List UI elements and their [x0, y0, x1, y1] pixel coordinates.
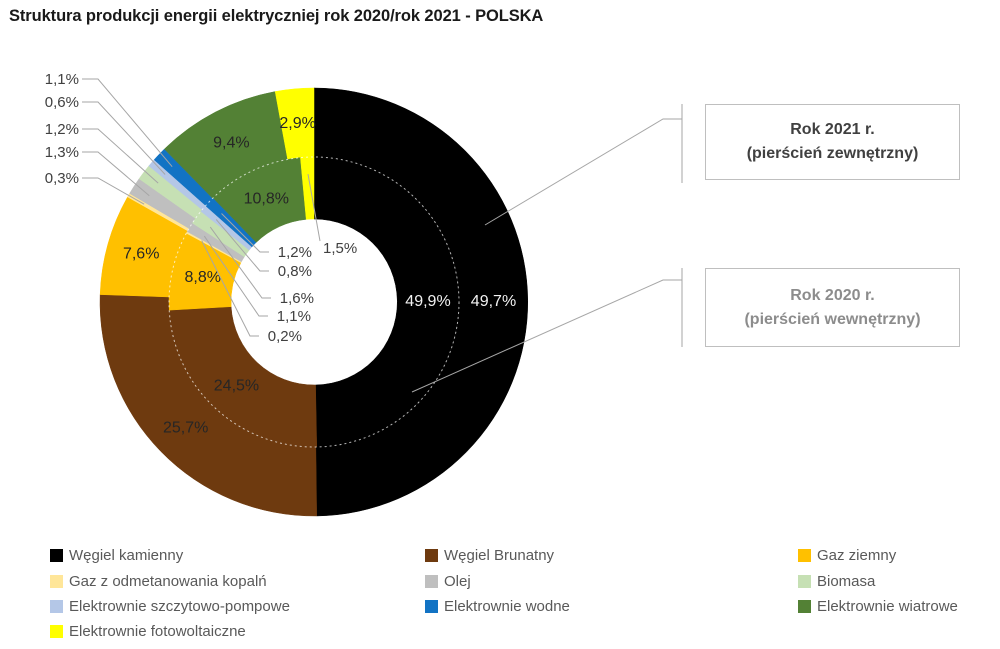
- callout-leader-2020: [411, 279, 682, 393]
- elektrownie-szczytowo-pompowe-swatch-icon: [50, 599, 63, 613]
- label-2020-biomasa: 1,6%: [280, 290, 314, 307]
- legend-item-elektrownie-fotowoltaiczne: Elektrownie fotowoltaiczne: [50, 622, 246, 640]
- olej-swatch-icon: [425, 574, 438, 588]
- callout-box-inner-ring: Rok 2020 r. (pierścień wewnętrzny): [705, 268, 960, 347]
- label-2020-gaz-z-odmetanowania-kopaln: 0,2%: [268, 328, 302, 345]
- legend-label-biomasa: Biomasa: [817, 572, 876, 590]
- label-2020-elektrownie-wodne: 1,2%: [278, 244, 312, 261]
- label-2021-gaz-ziemny: 7,6%: [123, 245, 159, 262]
- label-2021-elektrownie-wiatrowe: 9,4%: [213, 135, 249, 152]
- wegiel-kamienny-swatch-icon: [50, 548, 63, 562]
- label-2020-wegiel-brunatny: 24,5%: [214, 378, 259, 395]
- leader-2020-gaz-z-odmetanowania-kopaln: [201, 240, 259, 337]
- label-2021-wegiel-kamienny: 49,7%: [471, 293, 516, 310]
- gaz-ziemny-swatch-icon: [798, 548, 811, 562]
- label-2020-gaz-ziemny: 8,8%: [184, 269, 220, 286]
- label-2021-elektrownie-szczytowo-pompowe: 0,6%: [45, 94, 79, 111]
- label-2020-elektrownie-fotowoltaiczne: 1,5%: [323, 240, 357, 257]
- legend-item-gaz-z-odmetanowania-kopaln: Gaz z odmetanowania kopalń: [50, 572, 267, 590]
- label-2021-elektrownie-wodne: 1,1%: [45, 71, 79, 88]
- label-2021-biomasa: 1,2%: [45, 121, 79, 138]
- legend-label-gaz-z-odmetanowania-kopaln: Gaz z odmetanowania kopalń: [69, 572, 267, 590]
- callout-outer-line2: (pierścień zewnętrzny): [746, 145, 919, 162]
- label-2021-elektrownie-fotowoltaiczne: 2,9%: [279, 115, 315, 132]
- legend-label-elektrownie-wiatrowe: Elektrownie wiatrowe: [817, 597, 958, 615]
- leader-2020-elektrownie-fotowoltaiczne: [307, 174, 321, 242]
- legend-label-wegiel-kamienny: Węgiel kamienny: [69, 546, 184, 564]
- leader-2021-gaz-z-odmetanowania-kopaln: [82, 177, 145, 205]
- callout-box-outer-ring: Rok 2021 r. (pierścień zewnętrzny): [705, 104, 960, 180]
- wegiel-brunatny-swatch-icon: [425, 548, 438, 562]
- label-2020-elektrownie-wiatrowe: 10,8%: [244, 190, 289, 207]
- leader-2021-biomasa: [82, 128, 159, 184]
- legend-item-elektrownie-wiatrowe: Elektrownie wiatrowe: [798, 597, 958, 615]
- legend-label-gaz-ziemny: Gaz ziemny: [817, 546, 897, 564]
- label-2020-olej: 1,1%: [277, 308, 311, 325]
- legend-item-elektrownie-szczytowo-pompowe: Elektrownie szczytowo-pompowe: [50, 597, 290, 615]
- leader-2020-elektrownie-szczytowo-pompowe: [215, 219, 269, 272]
- legend-item-olej: Olej: [425, 572, 471, 590]
- elektrownie-wiatrowe-swatch-icon: [798, 599, 811, 613]
- leader-2020-elektrownie-wodne: [221, 213, 269, 253]
- leader-2021-olej: [82, 151, 150, 197]
- legend-item-biomasa: Biomasa: [798, 572, 875, 590]
- ring-separator: [168, 156, 460, 448]
- legend-label-elektrownie-szczytowo-pompowe: Elektrownie szczytowo-pompowe: [69, 597, 290, 615]
- legend-item-gaz-ziemny: Gaz ziemny: [798, 546, 896, 564]
- callout-inner-line2: (pierścień wewnętrzny): [744, 310, 921, 328]
- legend-item-wegiel-brunatny: Węgiel Brunatny: [425, 546, 554, 564]
- gaz-z-odmetanowania-kopaln-swatch-icon: [50, 574, 63, 588]
- label-2021-olej: 1,3%: [45, 144, 79, 161]
- legend-label-elektrownie-fotowoltaiczne: Elektrownie fotowoltaiczne: [69, 622, 246, 640]
- callout-inner-line1: Rok 2020 r.: [790, 286, 875, 304]
- leader-2021-elektrownie-wodne: [82, 78, 173, 168]
- label-2021-wegiel-brunatny: 25,7%: [163, 420, 208, 437]
- slice-2020-elektrownie-fotowoltaiczne: [300, 156, 315, 220]
- leader-2020-biomasa: [209, 226, 271, 299]
- callout-outer-line1: Rok 2021 r.: [790, 121, 875, 138]
- leader-2021-elektrownie-szczytowo-pompowe: [82, 101, 166, 175]
- chart-title: Struktura produkcji energii elektrycznie…: [9, 7, 544, 25]
- label-2020-wegiel-kamienny: 49,9%: [405, 293, 450, 310]
- legend-label-elektrownie-wodne: Elektrownie wodne: [444, 597, 570, 615]
- elektrownie-wodne-swatch-icon: [425, 599, 438, 613]
- callout-leader-2021: [484, 118, 682, 226]
- label-2020-elektrownie-szczytowo-pompowe: 0,8%: [278, 263, 312, 280]
- label-2021-gaz-z-odmetanowania-kopaln: 0,3%: [45, 170, 79, 187]
- biomasa-swatch-icon: [798, 574, 811, 588]
- legend-item-elektrownie-wodne: Elektrownie wodne: [425, 597, 570, 615]
- legend-item-wegiel-kamienny: Węgiel kamienny: [50, 546, 183, 564]
- elektrownie-fotowoltaiczne-swatch-icon: [50, 624, 63, 638]
- legend-label-wegiel-brunatny: Węgiel Brunatny: [444, 546, 555, 564]
- leader-2020-olej: [203, 235, 268, 317]
- legend-label-olej: Olej: [444, 572, 471, 590]
